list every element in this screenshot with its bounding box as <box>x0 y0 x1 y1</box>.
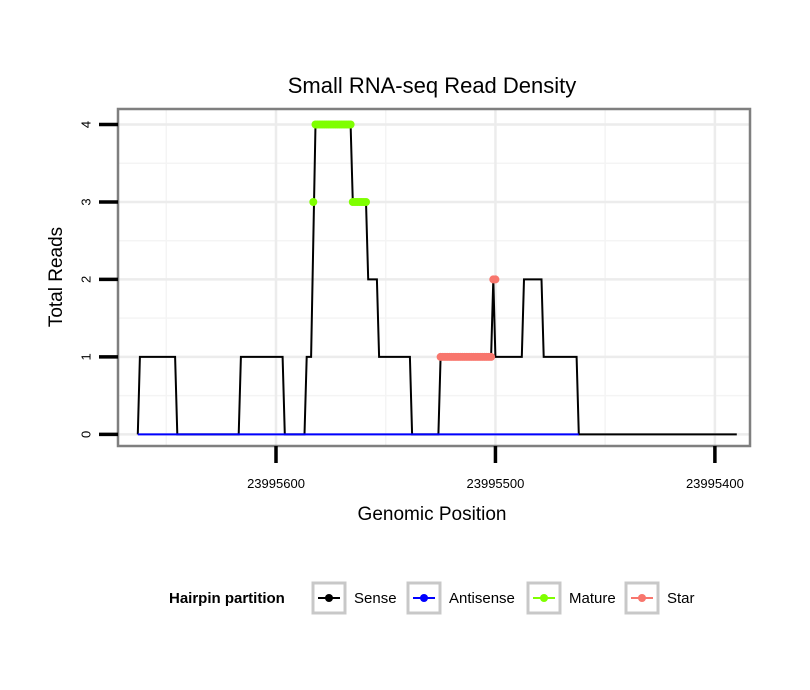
legend-key-point-sense <box>325 594 333 602</box>
y-axis-title: Total Reads <box>46 227 67 327</box>
legend-key-point-star <box>638 594 646 602</box>
series-line-sense <box>136 123 737 436</box>
y-tick-label: 3 <box>79 198 94 205</box>
point-mature <box>309 198 318 206</box>
x-axis-title: Genomic Position <box>358 504 507 525</box>
x-axis: 23995600 23995500 23995400 <box>247 446 744 491</box>
x-tick-label: 23995500 <box>467 476 525 491</box>
legend-key-point-mature <box>540 594 548 602</box>
y-tick-label: 2 <box>79 276 94 283</box>
x-tick-label: 23995400 <box>686 476 744 491</box>
y-tick-label: 4 <box>79 121 94 128</box>
legend-label-star: Star <box>667 590 695 607</box>
y-axis: 0 1 2 3 4 <box>79 121 118 438</box>
point-star <box>491 275 500 284</box>
legend-title: Hairpin partition <box>169 590 285 607</box>
point-mature <box>346 120 355 129</box>
legend-label-mature: Mature <box>569 590 616 607</box>
point-star <box>487 352 496 361</box>
series-layer <box>136 120 737 436</box>
x-tick-label: 23995600 <box>247 476 305 491</box>
plot-background <box>118 109 750 446</box>
plot-panel-border <box>116 107 752 448</box>
legend-label-sense: Sense <box>354 590 397 607</box>
grid <box>118 109 750 446</box>
legend-key-point-antisense <box>420 594 428 602</box>
y-tick-label: 0 <box>79 431 94 438</box>
legend-label-antisense: Antisense <box>449 590 515 607</box>
legend: Hairpin partition Sense Antisense Mature St… <box>169 581 695 615</box>
chart-title: Small RNA-seq Read Density <box>288 73 577 98</box>
y-tick-label: 1 <box>79 353 94 360</box>
point-mature <box>362 198 370 206</box>
